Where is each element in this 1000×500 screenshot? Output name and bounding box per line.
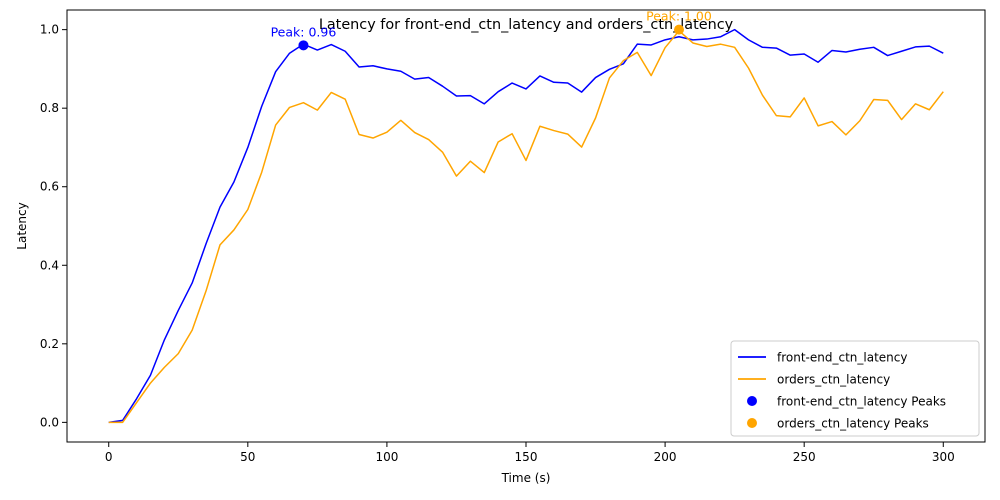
legend-label-2: front-end_ctn_latency Peaks bbox=[777, 395, 946, 409]
x-tick-label-6: 300 bbox=[932, 450, 955, 464]
x-tick-label-2: 100 bbox=[375, 450, 398, 464]
y-tick-label-1: 0.2 bbox=[40, 337, 59, 351]
y-tick-label-0: 0.0 bbox=[40, 415, 59, 429]
x-tick-label-0: 0 bbox=[105, 450, 113, 464]
legend-label-0: front-end_ctn_latency bbox=[777, 351, 907, 365]
legend-box bbox=[730, 340, 980, 437]
peak-marker-0 bbox=[298, 40, 309, 51]
peaks-layer: Peak: 0.96 Peak: 1.00 bbox=[271, 9, 712, 51]
series-line-1 bbox=[108, 30, 944, 424]
y-tick-label-5: 1.0 bbox=[40, 23, 59, 37]
x-tick-label-3: 150 bbox=[515, 450, 538, 464]
y-axis-title: Latency bbox=[15, 202, 29, 249]
series-line-0 bbox=[108, 28, 944, 424]
peak-marker-1 bbox=[674, 24, 684, 35]
y-axis: 0.0 0.2 0.4 0.6 0.8 1.0 bbox=[40, 23, 67, 429]
legend-swatch-marker-3 bbox=[747, 418, 757, 428]
legend: front-end_ctn_latency orders_ctn_latencyf… bbox=[730, 340, 980, 437]
series-layer bbox=[108, 28, 944, 424]
y-tick-label-4: 0.8 bbox=[40, 101, 59, 115]
y-tick-label-3: 0.6 bbox=[40, 180, 59, 194]
legend-label-3: orders_ctn_latency Peaks bbox=[777, 417, 929, 431]
legend-swatch-marker-2 bbox=[747, 396, 757, 406]
x-tick-label-1: 50 bbox=[240, 450, 255, 464]
peak-label-0: Peak: 0.96 bbox=[271, 24, 337, 39]
x-axis: 0 50 100 150 200 250 300 bbox=[105, 442, 955, 464]
y-tick-label-2: 0.4 bbox=[40, 258, 59, 272]
legend-entries: front-end_ctn_latency orders_ctn_latencyf… bbox=[738, 351, 946, 431]
x-axis-title: Time (s) bbox=[501, 471, 551, 485]
peak-label-1: Peak: 1.00 bbox=[646, 9, 712, 24]
legend-label-1: orders_ctn_latency bbox=[777, 373, 890, 387]
chart-title: Latency for front-end_ctn_latency and or… bbox=[319, 17, 734, 33]
x-tick-label-4: 200 bbox=[654, 450, 677, 464]
x-tick-label-5: 250 bbox=[793, 450, 816, 464]
